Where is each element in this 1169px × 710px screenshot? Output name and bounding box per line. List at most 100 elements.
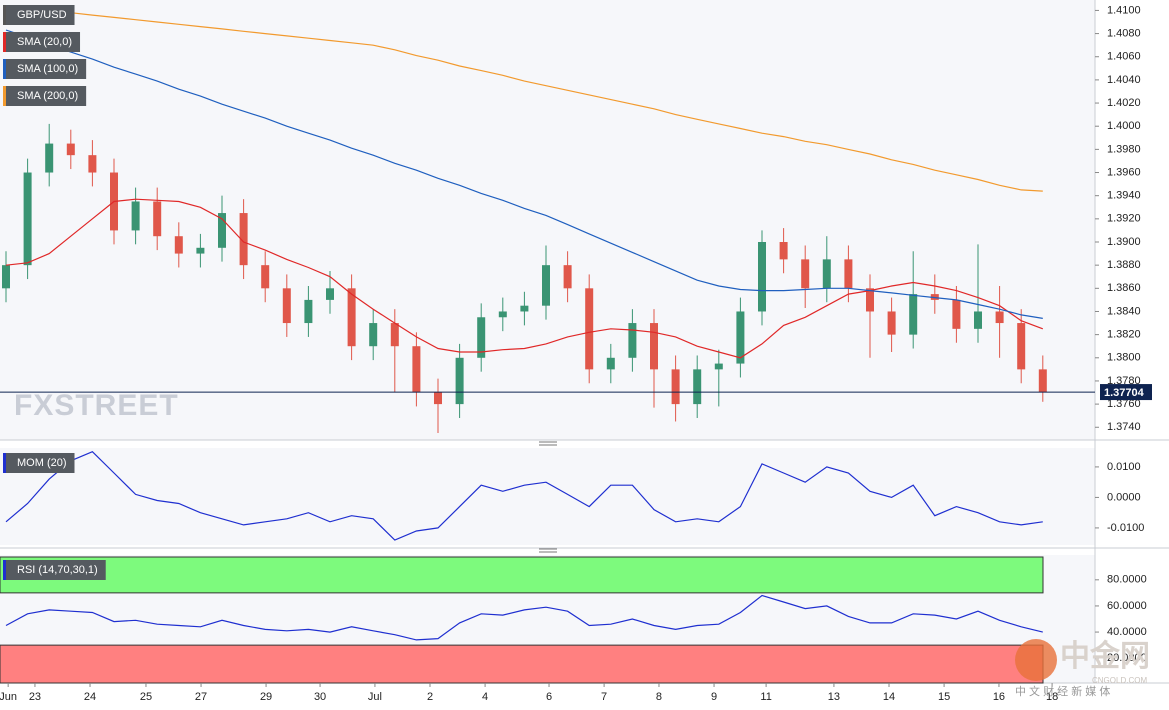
candle-body — [779, 242, 788, 260]
candle-body — [88, 155, 97, 173]
x-tick-label: 11 — [760, 691, 771, 703]
watermark-url: CNGOLD.COM — [1092, 676, 1147, 685]
x-tick-label: 2 — [427, 691, 433, 703]
x-tick-label: Jul — [368, 691, 382, 703]
candle-body — [758, 242, 766, 312]
candle-body — [844, 259, 853, 289]
x-tick-label: 8 — [656, 691, 662, 703]
watermark-fxstreet: FXSTREET — [14, 389, 179, 422]
y-tick-label: 1.3840 — [1107, 305, 1141, 317]
candle-body — [974, 311, 982, 329]
x-tick-label: 15 — [938, 691, 950, 703]
x-tick-label: 23 — [29, 691, 41, 703]
candle-body — [542, 265, 550, 306]
candle-body — [455, 357, 464, 405]
candle-body — [498, 311, 507, 318]
legend-box — [3, 86, 87, 106]
candle-body — [347, 288, 356, 347]
price-panel — [0, 0, 1095, 440]
candle-body — [801, 259, 810, 289]
candle-body — [261, 265, 270, 289]
candle-body — [671, 369, 680, 405]
y-tick-label: 1.3860 — [1107, 282, 1141, 294]
y-tick-label: 1.3980 — [1107, 143, 1141, 155]
y-tick-label: 1.3820 — [1107, 329, 1141, 341]
mom-panel — [0, 448, 1095, 545]
watermark-tagline: 中 文 财 经 新 媒 体 — [1015, 684, 1110, 698]
resize-grip[interactable] — [539, 548, 557, 553]
y-tick-label: 1.3940 — [1107, 190, 1141, 202]
candle-body — [693, 369, 702, 405]
y-tick-label: 1.4040 — [1107, 74, 1141, 86]
candle-body — [412, 346, 421, 393]
y-tick-label: 1.3760 — [1107, 398, 1141, 410]
y-tick-label: 1.3880 — [1107, 259, 1141, 271]
legend-item: GBP/USD — [3, 5, 75, 25]
candle-body — [131, 201, 140, 231]
candle-body — [326, 288, 334, 300]
y-tick-label: 40.0000 — [1107, 626, 1147, 638]
legend-box — [3, 5, 75, 25]
candle-body — [952, 299, 961, 329]
candle-body — [304, 299, 313, 324]
sma-line — [5, 29, 1043, 319]
last-price-label: 1.37704 — [1104, 387, 1145, 399]
y-tick-label: 0.0000 — [1107, 491, 1141, 503]
x-tick-label: 7 — [601, 691, 607, 703]
x-tick-label: 6 — [546, 691, 552, 703]
x-tick-label: 27 — [195, 691, 207, 703]
legend-swatch — [3, 453, 6, 473]
y-tick-label: 60.0000 — [1107, 600, 1147, 612]
candle-body — [45, 143, 54, 173]
candle-body — [390, 323, 399, 347]
indicator-line — [5, 450, 1043, 541]
y-tick-label: 1.4000 — [1107, 120, 1141, 132]
watermark-logo — [1015, 639, 1057, 681]
resize-grip[interactable] — [539, 441, 557, 446]
y-tick-label: 0.0100 — [1107, 461, 1141, 473]
candle-body — [585, 288, 594, 370]
legend-box — [3, 453, 75, 473]
y-tick-label: 1.3920 — [1107, 213, 1141, 225]
x-tick-label: 29 — [260, 691, 272, 703]
candle-body — [23, 172, 32, 266]
y-tick-label: -0.0100 — [1107, 522, 1144, 534]
legend-item: SMA (20,0) — [3, 32, 81, 52]
last-price-box — [1100, 384, 1152, 401]
candle-body — [909, 294, 918, 335]
candle-body — [477, 317, 486, 358]
x-tick-label: 4 — [482, 691, 488, 703]
candle-body — [196, 247, 205, 254]
y-tick-label: 1.4060 — [1107, 51, 1141, 63]
x-tick-label: 9 — [711, 691, 717, 703]
legend-label: SMA (100,0) — [17, 63, 78, 75]
candle-body — [239, 213, 248, 266]
x-tick-label: 25 — [140, 691, 152, 703]
indicator-line — [5, 594, 1043, 641]
sma-line — [5, 5, 1043, 192]
candle-body — [520, 305, 529, 312]
candle-body — [66, 143, 75, 156]
candle-body — [650, 323, 658, 370]
candle-body — [887, 311, 896, 335]
legend-label: GBP/USD — [17, 9, 67, 21]
candle-body — [1017, 323, 1026, 370]
candle-body — [218, 213, 226, 248]
y-tick-label: 1.3800 — [1107, 352, 1141, 364]
legend-box — [3, 560, 106, 580]
y-tick-label: 1.3780 — [1107, 375, 1141, 387]
legend-label: RSI (14,70,30,1) — [17, 564, 98, 576]
candle-body — [606, 357, 615, 370]
legend-box — [3, 59, 87, 79]
legend-label: SMA (200,0) — [17, 90, 78, 102]
candle-body — [563, 265, 572, 289]
legend-swatch — [3, 560, 6, 580]
y-tick-label: 1.4100 — [1107, 4, 1141, 16]
watermark-cngold: 中金网 — [1060, 639, 1150, 673]
x-tick-label: 13 — [828, 691, 840, 703]
candle-body — [628, 323, 637, 358]
legend-label: MOM (20) — [17, 457, 67, 469]
legend-swatch — [3, 32, 6, 52]
y-tick-label: 1.3960 — [1107, 166, 1141, 178]
